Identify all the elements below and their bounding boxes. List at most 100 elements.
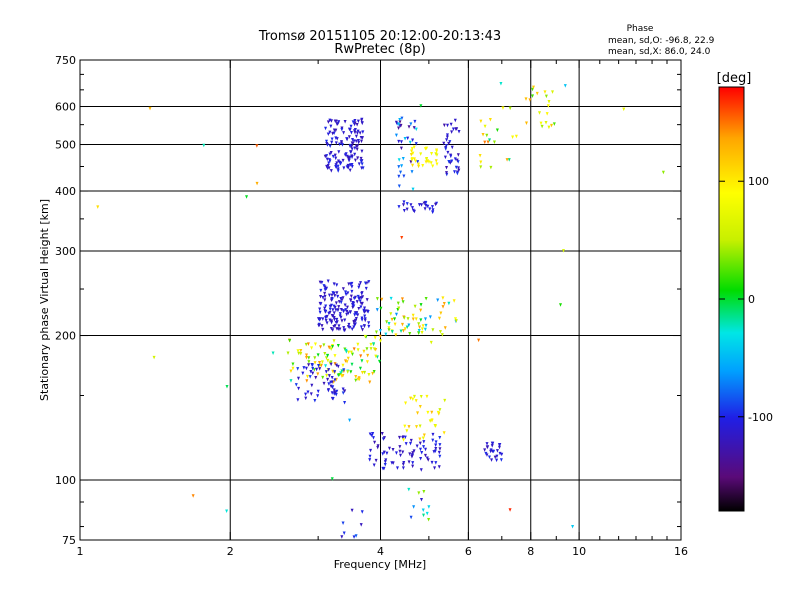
data-point bbox=[321, 295, 325, 300]
data-point bbox=[419, 152, 423, 156]
data-point bbox=[325, 373, 329, 378]
data-point bbox=[401, 450, 405, 454]
data-point bbox=[340, 369, 344, 373]
data-point bbox=[318, 367, 322, 371]
data-point bbox=[454, 127, 458, 131]
data-point bbox=[420, 451, 424, 455]
data-point bbox=[360, 166, 364, 170]
data-point bbox=[311, 363, 315, 367]
data-point bbox=[353, 130, 357, 135]
data-point bbox=[430, 460, 434, 465]
data-point bbox=[378, 339, 382, 343]
data-point bbox=[324, 315, 328, 320]
data-point bbox=[531, 94, 535, 98]
data-point bbox=[313, 361, 317, 365]
data-point bbox=[338, 142, 342, 147]
data-point bbox=[308, 375, 312, 379]
data-point bbox=[431, 210, 435, 215]
data-point bbox=[307, 360, 311, 364]
data-point bbox=[384, 458, 388, 462]
data-point bbox=[329, 119, 333, 123]
data-point bbox=[412, 449, 416, 453]
data-point bbox=[330, 137, 334, 141]
data-point bbox=[322, 381, 326, 386]
data-point bbox=[399, 453, 403, 458]
data-point bbox=[327, 382, 331, 386]
data-point bbox=[427, 517, 431, 522]
y-tick-label: 100 bbox=[55, 474, 76, 487]
data-point bbox=[346, 356, 350, 361]
data-point bbox=[434, 461, 438, 465]
data-point bbox=[368, 454, 372, 459]
data-point bbox=[342, 166, 346, 170]
data-point bbox=[423, 207, 427, 211]
data-point bbox=[452, 299, 456, 303]
data-point bbox=[321, 327, 325, 332]
data-point bbox=[493, 455, 497, 460]
data-point bbox=[352, 325, 356, 329]
data-point bbox=[331, 345, 335, 349]
data-point bbox=[424, 323, 428, 328]
data-point bbox=[412, 209, 416, 214]
data-point bbox=[306, 342, 310, 346]
data-point bbox=[456, 166, 460, 170]
data-point bbox=[331, 308, 335, 312]
data-point bbox=[445, 133, 449, 137]
data-point bbox=[354, 295, 358, 300]
colorbar-ticks: 100 0 -100 bbox=[719, 175, 773, 424]
data-point bbox=[441, 305, 445, 309]
data-point bbox=[343, 119, 347, 124]
data-point bbox=[384, 332, 388, 337]
data-point bbox=[323, 306, 327, 311]
data-point bbox=[387, 328, 391, 332]
data-point bbox=[385, 320, 389, 324]
data-point bbox=[403, 435, 407, 440]
data-point bbox=[382, 450, 386, 455]
data-point bbox=[326, 279, 330, 284]
data-point bbox=[371, 436, 375, 440]
data-point bbox=[319, 302, 323, 306]
data-point bbox=[447, 141, 451, 146]
data-point bbox=[327, 345, 331, 350]
data-point bbox=[311, 366, 315, 371]
data-point bbox=[400, 164, 404, 168]
data-point bbox=[357, 285, 361, 290]
data-point bbox=[378, 334, 382, 339]
data-point bbox=[328, 307, 332, 312]
data-point bbox=[358, 131, 362, 135]
data-point bbox=[365, 281, 369, 285]
data-point bbox=[499, 82, 503, 86]
data-point bbox=[495, 454, 499, 459]
data-point bbox=[421, 436, 425, 441]
data-point bbox=[356, 139, 360, 143]
data-point bbox=[304, 342, 308, 347]
data-point bbox=[426, 204, 430, 209]
data-point bbox=[294, 383, 298, 387]
data-point bbox=[331, 328, 335, 332]
data-point bbox=[419, 303, 423, 307]
data-point bbox=[368, 432, 372, 436]
data-point bbox=[333, 294, 337, 298]
data-point bbox=[328, 130, 332, 135]
data-point bbox=[152, 355, 156, 360]
data-point bbox=[545, 112, 549, 116]
data-point bbox=[398, 435, 402, 440]
data-point bbox=[341, 287, 345, 291]
data-point bbox=[411, 138, 415, 142]
data-point bbox=[416, 160, 420, 164]
data-point bbox=[323, 291, 327, 296]
data-point bbox=[442, 123, 446, 128]
data-point bbox=[422, 490, 426, 494]
data-point bbox=[367, 280, 371, 284]
data-point bbox=[442, 141, 446, 146]
data-point bbox=[356, 119, 360, 124]
data-point bbox=[351, 120, 355, 124]
data-point bbox=[225, 384, 229, 389]
data-point bbox=[339, 315, 343, 320]
data-point bbox=[394, 312, 398, 317]
data-point bbox=[358, 299, 362, 303]
data-point bbox=[327, 166, 331, 170]
data-point bbox=[492, 140, 496, 144]
data-point bbox=[420, 327, 424, 331]
data-point bbox=[431, 328, 435, 332]
